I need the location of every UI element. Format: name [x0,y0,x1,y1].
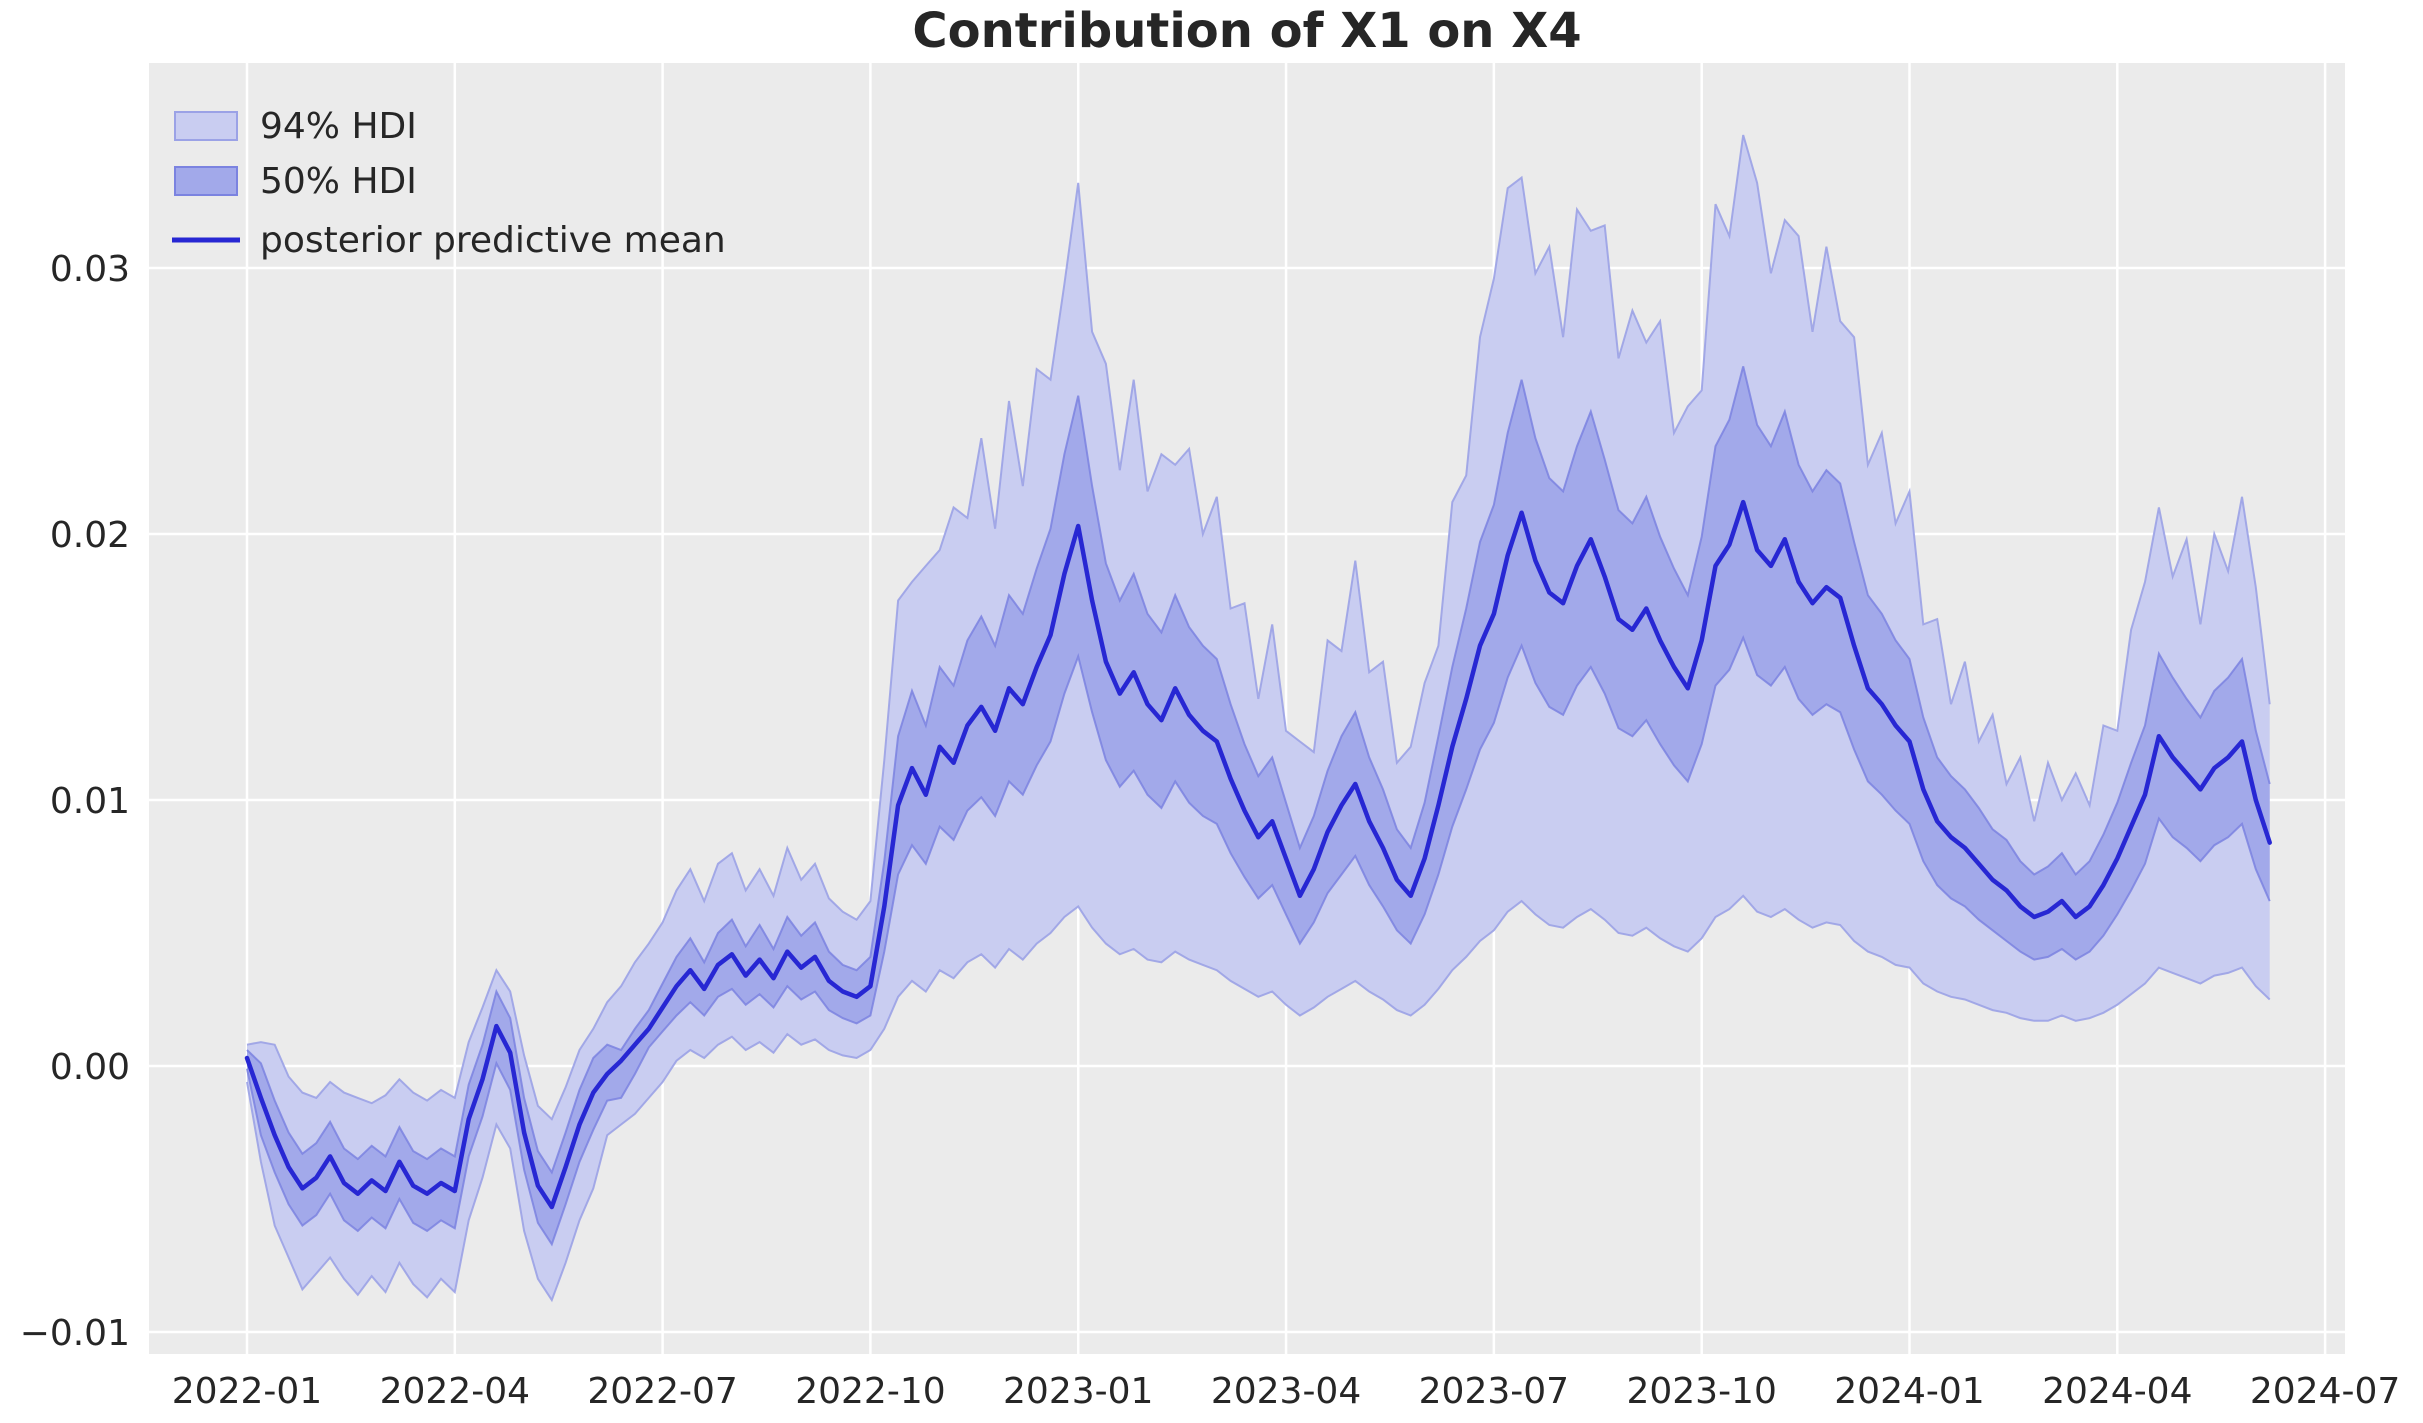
x-axis-tick-labels: 2022-01 2022-04 2022-07 2022-10 2023-01 2023-… [172,1371,2401,1412]
legend-label-50-hdi: 50% HDI [260,161,417,202]
legend: 94% HDI 50% HDI posterior predictive mea… [172,106,726,261]
x-tick-label: 2023-10 [1626,1371,1776,1412]
x-tick-label: 2024-04 [2042,1371,2192,1412]
legend-label-94-hdi: 94% HDI [260,106,417,147]
legend-swatch-50-hdi [174,166,238,196]
hdi-94-lower-edge [246,894,2271,1303]
x-tick-label: 2023-04 [1211,1371,1361,1412]
x-tick-label: 2024-01 [1834,1371,1984,1412]
hdi-50-upper-edge [246,366,2271,1175]
x-tick-label: 2024-07 [2250,1371,2400,1412]
x-tick-label: 2023-07 [1419,1371,1569,1412]
legend-label-mean: posterior predictive mean [260,220,726,261]
hdi-94-upper-edge [246,134,2271,1121]
x-tick-label: 2023-01 [1003,1371,1153,1412]
y-tick-label: 0.01 [50,781,130,822]
x-tick-label: 2022-04 [380,1371,530,1412]
y-tick-label: 0.00 [50,1047,130,1088]
series-layer [244,134,2272,1303]
x-tick-label: 2022-07 [587,1371,737,1412]
y-tick-label: −0.01 [20,1313,130,1354]
y-tick-label: 0.02 [50,515,130,556]
legend-swatch-94-hdi [174,111,238,141]
x-tick-label: 2022-10 [795,1371,945,1412]
chart-title: Contribution of X1 on X4 [912,3,1581,59]
hdi-50-lower-edge [246,635,2271,1247]
y-tick-label: 0.03 [50,249,130,290]
y-axis-tick-labels: −0.01 0.00 0.01 0.02 0.03 [20,249,130,1354]
hdi-94-band [247,135,2270,1301]
posterior-predictive-mean-line [244,499,2272,1210]
hdi-50-band [247,366,2270,1245]
x-tick-label: 2022-01 [172,1371,322,1412]
